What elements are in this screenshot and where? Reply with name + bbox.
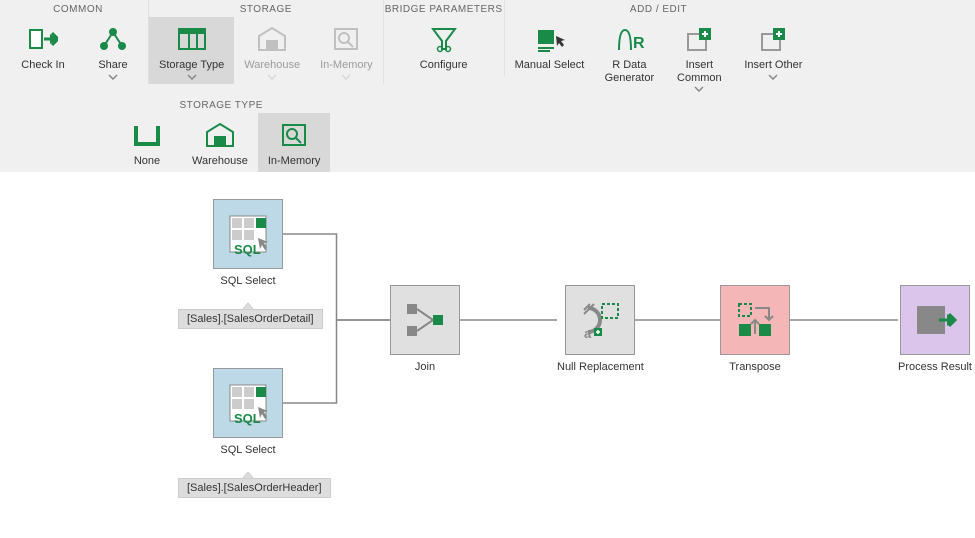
svg-text:SQL: SQL (234, 242, 261, 257)
inmemory-icon (332, 23, 360, 55)
svg-text:a: a (584, 326, 592, 341)
insert-other-button[interactable]: Insert Other (734, 17, 812, 96)
flow-node-transpose[interactable]: Transpose (720, 285, 790, 373)
storage-warehouse-button[interactable]: Warehouse (182, 113, 258, 172)
inmemory-icon (280, 119, 308, 151)
checkin-icon (28, 23, 58, 55)
node-label: Transpose (729, 361, 781, 373)
ribbon-group-addedit: ADD / EDIT Manual Select R R DataGenerat… (505, 0, 813, 96)
flow-node-sql2[interactable]: SQL SQL Select (213, 368, 283, 456)
button-label: In-Memory (320, 59, 373, 72)
ribbon-group-bridge: BRIDGE PARAMETERS Configure (384, 0, 505, 76)
ribbon-toolbar: COMMON Check In Share STORA (0, 0, 975, 172)
button-label: InsertCommon (677, 59, 722, 84)
flow-edge (283, 234, 390, 320)
group-label: ADD / EDIT (505, 0, 813, 17)
flow-node-sql1[interactable]: SQL SQL Select (213, 199, 283, 287)
node-box[interactable] (390, 285, 460, 355)
configure-icon (429, 23, 459, 55)
group-label: STORAGE TYPE (112, 96, 330, 113)
warehouse-button: Warehouse (234, 17, 310, 84)
chevron-down-icon (694, 86, 704, 92)
group-label: STORAGE (149, 0, 383, 17)
tag-arrow-icon (242, 471, 254, 479)
storage-none-button[interactable]: None (112, 113, 182, 172)
button-label: Share (98, 59, 127, 72)
node-tag: [Sales].[SalesOrderDetail] (178, 309, 323, 329)
manual-select-button[interactable]: Manual Select (505, 17, 595, 96)
insert-other-icon (759, 23, 787, 55)
insert-common-icon (685, 23, 713, 55)
chevron-down-icon (267, 74, 277, 80)
workflow-canvas[interactable]: SQL SQL Select [Sales].[SalesOrderDetail] S… (0, 172, 975, 510)
r-data-icon: R (613, 23, 645, 55)
share-icon (99, 23, 127, 55)
svg-text:R: R (633, 35, 645, 52)
checkin-button[interactable]: Check In (8, 17, 78, 84)
node-box[interactable]: a (565, 285, 635, 355)
button-label: Insert Other (744, 59, 802, 72)
flow-node-result[interactable]: Process Result (898, 285, 972, 373)
chevron-down-icon (108, 74, 118, 80)
node-tag: [Sales].[SalesOrderHeader] (178, 478, 331, 498)
edges-layer (0, 172, 975, 510)
flow-node-join[interactable]: Join (390, 285, 460, 373)
none-icon (132, 119, 162, 151)
warehouse-icon (257, 23, 287, 55)
insert-common-button[interactable]: InsertCommon (664, 17, 734, 96)
r-data-generator-button[interactable]: R R DataGenerator (594, 17, 664, 96)
node-label: Process Result (898, 361, 972, 373)
storage-type-button[interactable]: Storage Type (149, 17, 234, 84)
button-label: None (134, 155, 160, 168)
svg-text:SQL: SQL (234, 411, 261, 426)
node-label: SQL Select (220, 275, 275, 287)
node-box[interactable] (720, 285, 790, 355)
button-label: Check In (21, 59, 64, 72)
button-label: Warehouse (244, 59, 300, 72)
tag-arrow-icon (242, 302, 254, 310)
warehouse-icon (205, 119, 235, 151)
inmemory-button: In-Memory (310, 17, 383, 84)
storage-inmemory-button[interactable]: In-Memory (258, 113, 331, 172)
ribbon-sub-row: STORAGE TYPE None Warehouse (0, 96, 975, 172)
button-label: R DataGenerator (605, 59, 655, 84)
ribbon-main-row: COMMON Check In Share STORA (0, 0, 975, 96)
button-label: Configure (420, 59, 468, 72)
share-button[interactable]: Share (78, 17, 148, 84)
node-box[interactable] (900, 285, 970, 355)
ribbon-group-storage: STORAGE Storage Type Warehouse (149, 0, 384, 84)
button-label: Manual Select (515, 59, 585, 72)
node-box[interactable]: SQL (213, 368, 283, 438)
button-label: In-Memory (268, 155, 321, 168)
chevron-down-icon (768, 74, 778, 80)
button-label: Storage Type (159, 59, 224, 72)
node-label: SQL Select (220, 444, 275, 456)
ribbon-group-storage-type: STORAGE TYPE None Warehouse (112, 96, 330, 172)
flow-edge (283, 320, 390, 403)
configure-button[interactable]: Configure (384, 17, 504, 76)
chevron-down-icon (341, 74, 351, 80)
button-label: Warehouse (192, 155, 248, 168)
node-box[interactable]: SQL (213, 199, 283, 269)
storage-type-icon (177, 23, 207, 55)
node-label: Join (415, 361, 435, 373)
node-label: Null Replacement (557, 361, 644, 373)
ribbon-group-common: COMMON Check In Share (8, 0, 149, 84)
chevron-down-icon (187, 74, 197, 80)
group-label: COMMON (8, 0, 148, 17)
group-label: BRIDGE PARAMETERS (384, 0, 504, 17)
manual-select-icon (535, 23, 565, 55)
flow-node-nullrep[interactable]: a Null Replacement (557, 285, 644, 373)
